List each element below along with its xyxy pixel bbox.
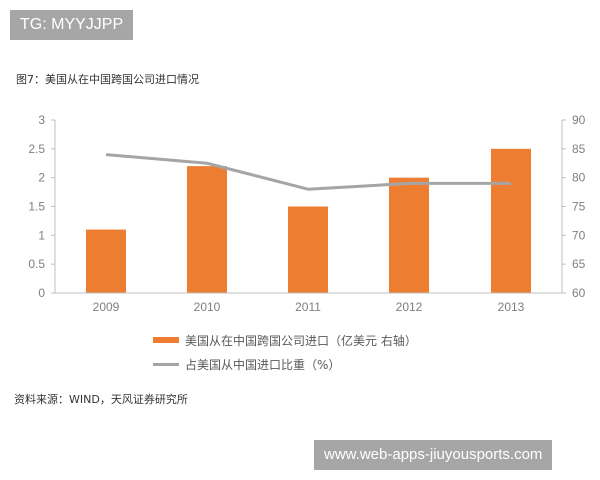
y-right-tick: 70 <box>572 228 586 242</box>
legend-item-line: 占美国从中国进口比重（%） <box>153 352 417 376</box>
line-path <box>105 153 511 191</box>
tick-labels: 0 0.5 1 1.5 2 2.5 3 60 65 70 75 80 85 90 2009 2010 2011 2… <box>28 113 585 314</box>
watermark-top: TG: MYYJJPP <box>10 10 134 40</box>
legend-line-label: 占美国从中国进口比重（%） <box>185 357 341 372</box>
y-left-tick: 3 <box>38 113 45 127</box>
bar-2012 <box>389 177 429 293</box>
axes <box>51 119 566 294</box>
bar-2009 <box>86 229 126 293</box>
bar-2011 <box>288 206 328 293</box>
line-series <box>105 153 511 191</box>
y-right-tick: 75 <box>572 200 586 214</box>
legend-line-swatch <box>153 362 179 366</box>
x-tick: 2011 <box>295 300 321 314</box>
y-right-tick: 60 <box>572 286 586 300</box>
bar-2013 <box>491 148 531 293</box>
x-tick: 2013 <box>498 300 525 314</box>
legend-item-bar: 美国从在中国跨国公司进口（亿美元 右轴） <box>153 328 417 352</box>
y-right-tick: 80 <box>572 171 586 185</box>
y-left-tick: 2.5 <box>28 142 45 156</box>
bar-series <box>86 148 531 293</box>
source-note: 资料来源：WIND，天风证券研究所 <box>14 393 188 406</box>
y-right-tick: 85 <box>572 142 586 156</box>
x-tick: 2010 <box>194 300 221 314</box>
legend-bar-label: 美国从在中国跨国公司进口（亿美元 右轴） <box>185 333 417 348</box>
y-left-tick: 0.5 <box>28 257 45 271</box>
bar-2010 <box>187 166 227 293</box>
legend: 美国从在中国跨国公司进口（亿美元 右轴） 占美国从中国进口比重（%） <box>153 328 417 376</box>
legend-bar-swatch <box>153 337 179 343</box>
y-left-tick: 1 <box>38 228 45 242</box>
y-left-tick: 2 <box>38 171 45 185</box>
x-tick: 2012 <box>396 300 423 314</box>
y-left-tick: 0 <box>38 286 45 300</box>
chart-caption: 图7：美国从在中国跨国公司进口情况 <box>16 73 199 86</box>
y-right-tick: 65 <box>572 257 586 271</box>
x-tick: 2009 <box>93 300 120 314</box>
watermark-bottom: www.web-apps-jiuyousports.com <box>314 440 553 470</box>
y-right-tick: 90 <box>572 113 586 127</box>
y-left-tick: 1.5 <box>28 200 45 214</box>
